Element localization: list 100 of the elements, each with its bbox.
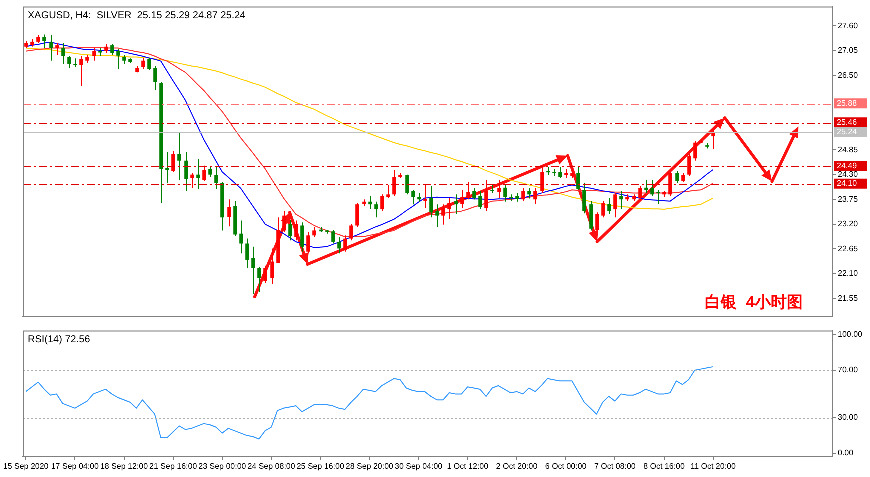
y-tick-label: 70.00 <box>838 366 859 375</box>
candlestick <box>190 172 194 189</box>
candlestick <box>596 212 600 232</box>
candlestick <box>638 186 642 200</box>
y-tick-label: 27.60 <box>838 21 859 30</box>
x-tick-label: 6 Oct 00:00 <box>545 462 588 472</box>
candlestick <box>650 180 654 197</box>
candlestick <box>196 158 200 190</box>
candlestick <box>246 238 250 269</box>
candlestick <box>92 48 96 62</box>
candlestick <box>350 224 354 242</box>
annotation: 白银 4小时图 <box>705 294 803 312</box>
candlestick <box>460 190 464 209</box>
y-tick-label: 21.55 <box>838 294 859 303</box>
candlestick <box>380 194 384 212</box>
x-tick-label: 21 Sep 16:00 <box>150 462 198 472</box>
candlestick <box>688 154 692 177</box>
candlestick <box>344 235 348 252</box>
candlestick <box>564 168 568 179</box>
candlestick <box>56 42 60 56</box>
candlestick <box>258 266 262 293</box>
candlestick <box>472 188 476 200</box>
ref-line-label: 25.88 <box>837 98 858 108</box>
candlestick <box>172 150 176 173</box>
candlestick <box>110 44 114 56</box>
candlestick <box>228 199 232 228</box>
candlestick <box>498 180 502 199</box>
x-tick-label: 15 Sep 2020 <box>3 462 50 472</box>
candlestick <box>576 166 580 191</box>
candlestick <box>154 66 158 91</box>
candlestick <box>442 204 446 226</box>
y-tick-label: 27.05 <box>838 46 859 56</box>
candlestick <box>294 220 298 242</box>
candlestick <box>338 236 342 254</box>
candlestick <box>312 227 316 238</box>
candlestick <box>148 58 152 71</box>
candlestick <box>104 44 108 54</box>
candlestick <box>668 172 672 197</box>
candlestick <box>270 248 274 285</box>
candlestick <box>712 130 716 150</box>
candlestick <box>50 34 54 62</box>
candlestick <box>368 196 372 210</box>
candlestick <box>166 152 170 184</box>
candlestick <box>478 191 482 210</box>
x-tick-label: 17 Sep 04:00 <box>51 462 100 472</box>
candlestick <box>430 186 434 218</box>
candlestick <box>184 152 188 192</box>
candlestick <box>424 184 428 209</box>
candlestick <box>484 180 488 212</box>
candlestick <box>412 190 416 206</box>
candlestick <box>306 232 310 254</box>
chart-title: RSI(14) 72.56 <box>28 334 91 346</box>
candlestick <box>282 210 286 234</box>
candlestick <box>504 184 508 202</box>
candlestick <box>288 220 292 242</box>
y-tick-label: 100.00 <box>838 330 864 340</box>
candlestick <box>522 188 526 202</box>
candlestick <box>202 165 206 182</box>
candlestick <box>540 166 544 194</box>
candlestick <box>436 204 440 228</box>
candlestick <box>300 222 304 252</box>
candlestick <box>466 182 470 200</box>
ref-line-label: 25.46 <box>837 118 858 127</box>
candlestick <box>582 182 586 214</box>
candlestick <box>386 184 390 199</box>
y-tick-label: 30.00 <box>838 413 859 422</box>
y-tick-label: 24.85 <box>838 145 859 154</box>
chart-title: XAGUSD, H4: SILVER 25.15 25.29 24.87 25.24 <box>28 10 246 22</box>
candlestick <box>620 190 624 210</box>
y-tick-label: 22.10 <box>838 269 859 278</box>
ref-line-label: 25.24 <box>837 128 858 137</box>
y-tick-label: 0.00 <box>838 448 854 458</box>
candlestick <box>558 166 562 179</box>
candlestick <box>122 54 126 65</box>
candlestick <box>142 58 146 70</box>
candlestick <box>240 220 244 254</box>
candlestick <box>80 56 84 88</box>
candlestick <box>682 172 686 183</box>
candlestick <box>374 201 378 218</box>
candlestick <box>406 174 410 196</box>
x-tick-label: 11 Oct 20:00 <box>690 462 736 472</box>
candlestick <box>656 190 660 205</box>
ref-line-label: 24.10 <box>837 179 858 188</box>
x-tick-label: 25 Sep 16:00 <box>296 462 345 472</box>
y-tick-label: 22.65 <box>838 244 859 254</box>
y-tick-label: 26.50 <box>838 70 859 80</box>
candlestick <box>644 180 648 194</box>
x-tick-label: 7 Oct 08:00 <box>594 462 636 472</box>
candlestick <box>356 202 360 228</box>
x-tick-label: 30 Sep 04:00 <box>394 462 444 472</box>
candlestick <box>602 200 606 218</box>
x-tick-label: 1 Oct 12:00 <box>447 462 490 472</box>
candlestick <box>178 132 182 181</box>
x-tick-label: 8 Oct 16:00 <box>644 462 686 472</box>
ref-line-label: 24.49 <box>837 161 858 170</box>
candlestick <box>42 34 46 49</box>
candlestick <box>62 42 66 65</box>
candlestick <box>608 198 612 215</box>
candlestick <box>252 246 256 295</box>
candlestick <box>116 48 120 70</box>
